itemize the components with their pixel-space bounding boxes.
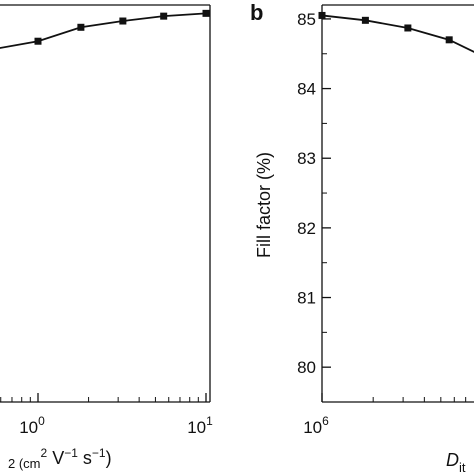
panel-a-data-marker [202, 9, 210, 17]
panel-b-y-tick-label: 85 [297, 10, 316, 29]
panel-b-data-marker [361, 16, 369, 24]
panel-a-x-axis-title: 2 (cm2 V−1 s−1) [8, 446, 112, 471]
panel-b-y-axis-title: Fill factor (%) [254, 152, 274, 258]
panel-b-y-tick-label: 84 [297, 80, 316, 99]
panel-b-data-marker [318, 11, 326, 19]
panel-a-data-marker [160, 12, 168, 20]
panel-b-y-tick-label: 83 [297, 149, 316, 168]
panel-b-data-marker [404, 24, 412, 32]
panel-a: 100 101 2 (cm2 V−1 s−1) [0, 4, 213, 471]
panel-b-x-tick-label: 106 [303, 414, 329, 437]
panel-a-series-line [0, 12, 207, 49]
panel-a-data-marker [34, 37, 42, 45]
panel-a-x-ticks: 100 101 [0, 393, 213, 437]
panel-b-y-tick-label: 80 [297, 358, 316, 377]
panel-b-y-tick-label: 82 [297, 219, 316, 238]
panel-a-series [0, 9, 210, 49]
panel-b-series [318, 11, 474, 53]
panel-b-label: b [250, 0, 263, 25]
panel-a-x-tick-label: 100 [19, 414, 45, 437]
panel-b-data-marker [445, 36, 453, 44]
panel-a-data-marker [77, 23, 85, 31]
panel-b-y-tick-label: 81 [297, 289, 316, 308]
panel-b-x-axis-title: Dit [446, 450, 466, 474]
panel-b-x-ticks: 106 [303, 393, 467, 437]
panel-b-y-ticks: 80 81 82 83 84 85 [297, 10, 331, 377]
panel-a-x-tick-label: 101 [187, 414, 213, 437]
panel-b: b 80 81 82 83 84 85 106 Fill factor (%) Dit [250, 0, 474, 474]
panel-a-data-marker [119, 17, 127, 25]
